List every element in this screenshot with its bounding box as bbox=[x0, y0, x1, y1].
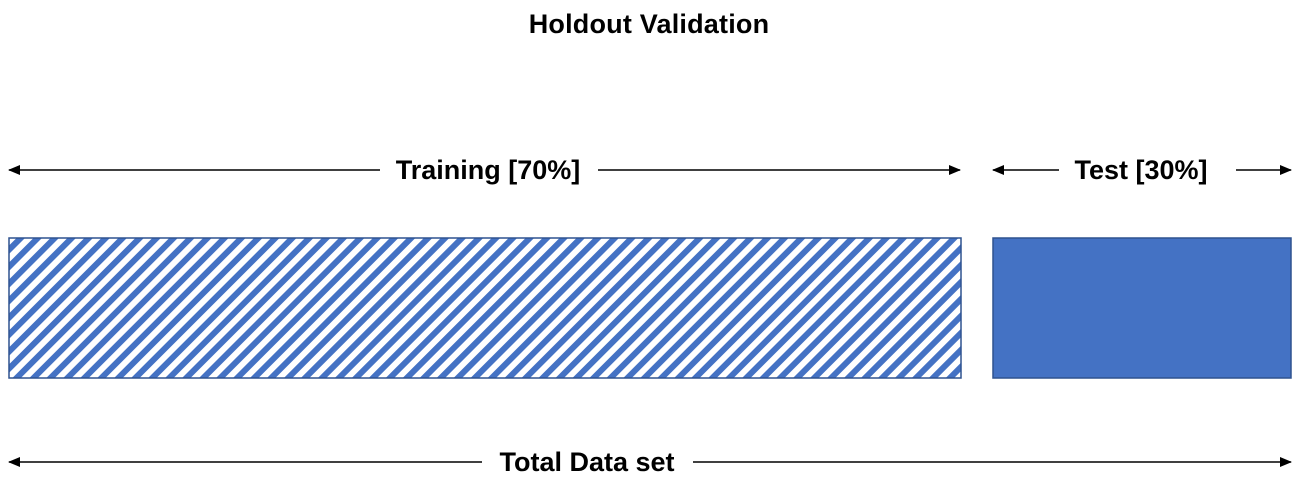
training-label: Training [70%] bbox=[396, 155, 581, 185]
test-label: Test [30%] bbox=[1074, 155, 1207, 185]
test-partition-box bbox=[992, 237, 1292, 379]
training-partition-box bbox=[8, 237, 962, 379]
total-label: Total Data set bbox=[499, 447, 674, 477]
diagram-title: Holdout Validation bbox=[528, 9, 770, 39]
